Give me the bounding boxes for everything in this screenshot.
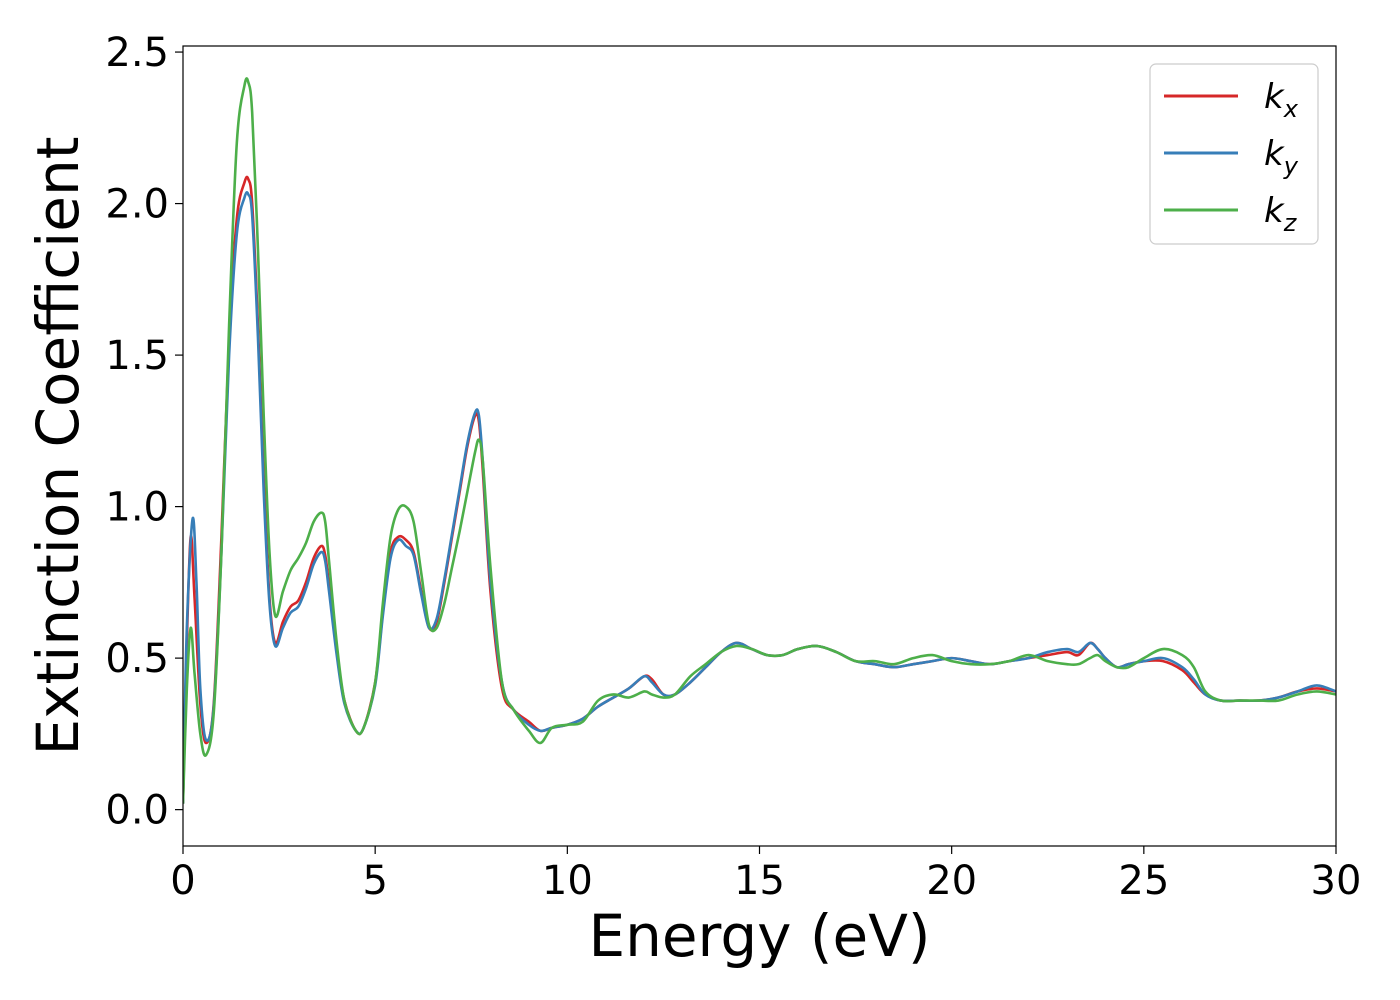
series-line-kx [183,175,1336,804]
y-tick-label: 0.5 [105,636,169,682]
x-tick-label: 5 [362,858,387,904]
x-tick-label: 10 [542,858,593,904]
legend-label-kx: kx [1264,77,1299,123]
y-axis-ticks: 0.0 0.5 1.0 1.5 2.0 2.5 [105,30,183,834]
legend-label-ky: ky [1264,134,1299,180]
y-tick-label: 0.0 [105,788,169,834]
x-tick-label: 20 [926,858,977,904]
x-axis-ticks: 0 5 10 15 20 25 30 [170,846,1361,904]
x-tick-label: 15 [734,858,785,904]
x-tick-label: 30 [1311,858,1362,904]
y-tick-label: 1.5 [105,333,169,379]
y-tick-label: 2.5 [105,30,169,76]
series-line-kz [183,77,1336,804]
x-tick-label: 0 [170,858,195,904]
legend: kx ky kz [1149,63,1319,245]
x-tick-label: 25 [1118,858,1169,904]
legend-label-kz: kz [1264,191,1298,237]
x-axis-title: Energy (eV) [588,902,930,970]
series-lines [183,77,1336,804]
series-line-ky [183,191,1336,804]
y-tick-label: 1.0 [105,485,169,531]
y-tick-label: 2.0 [105,182,169,228]
y-axis-title: Extinction Coefficient [24,137,92,756]
